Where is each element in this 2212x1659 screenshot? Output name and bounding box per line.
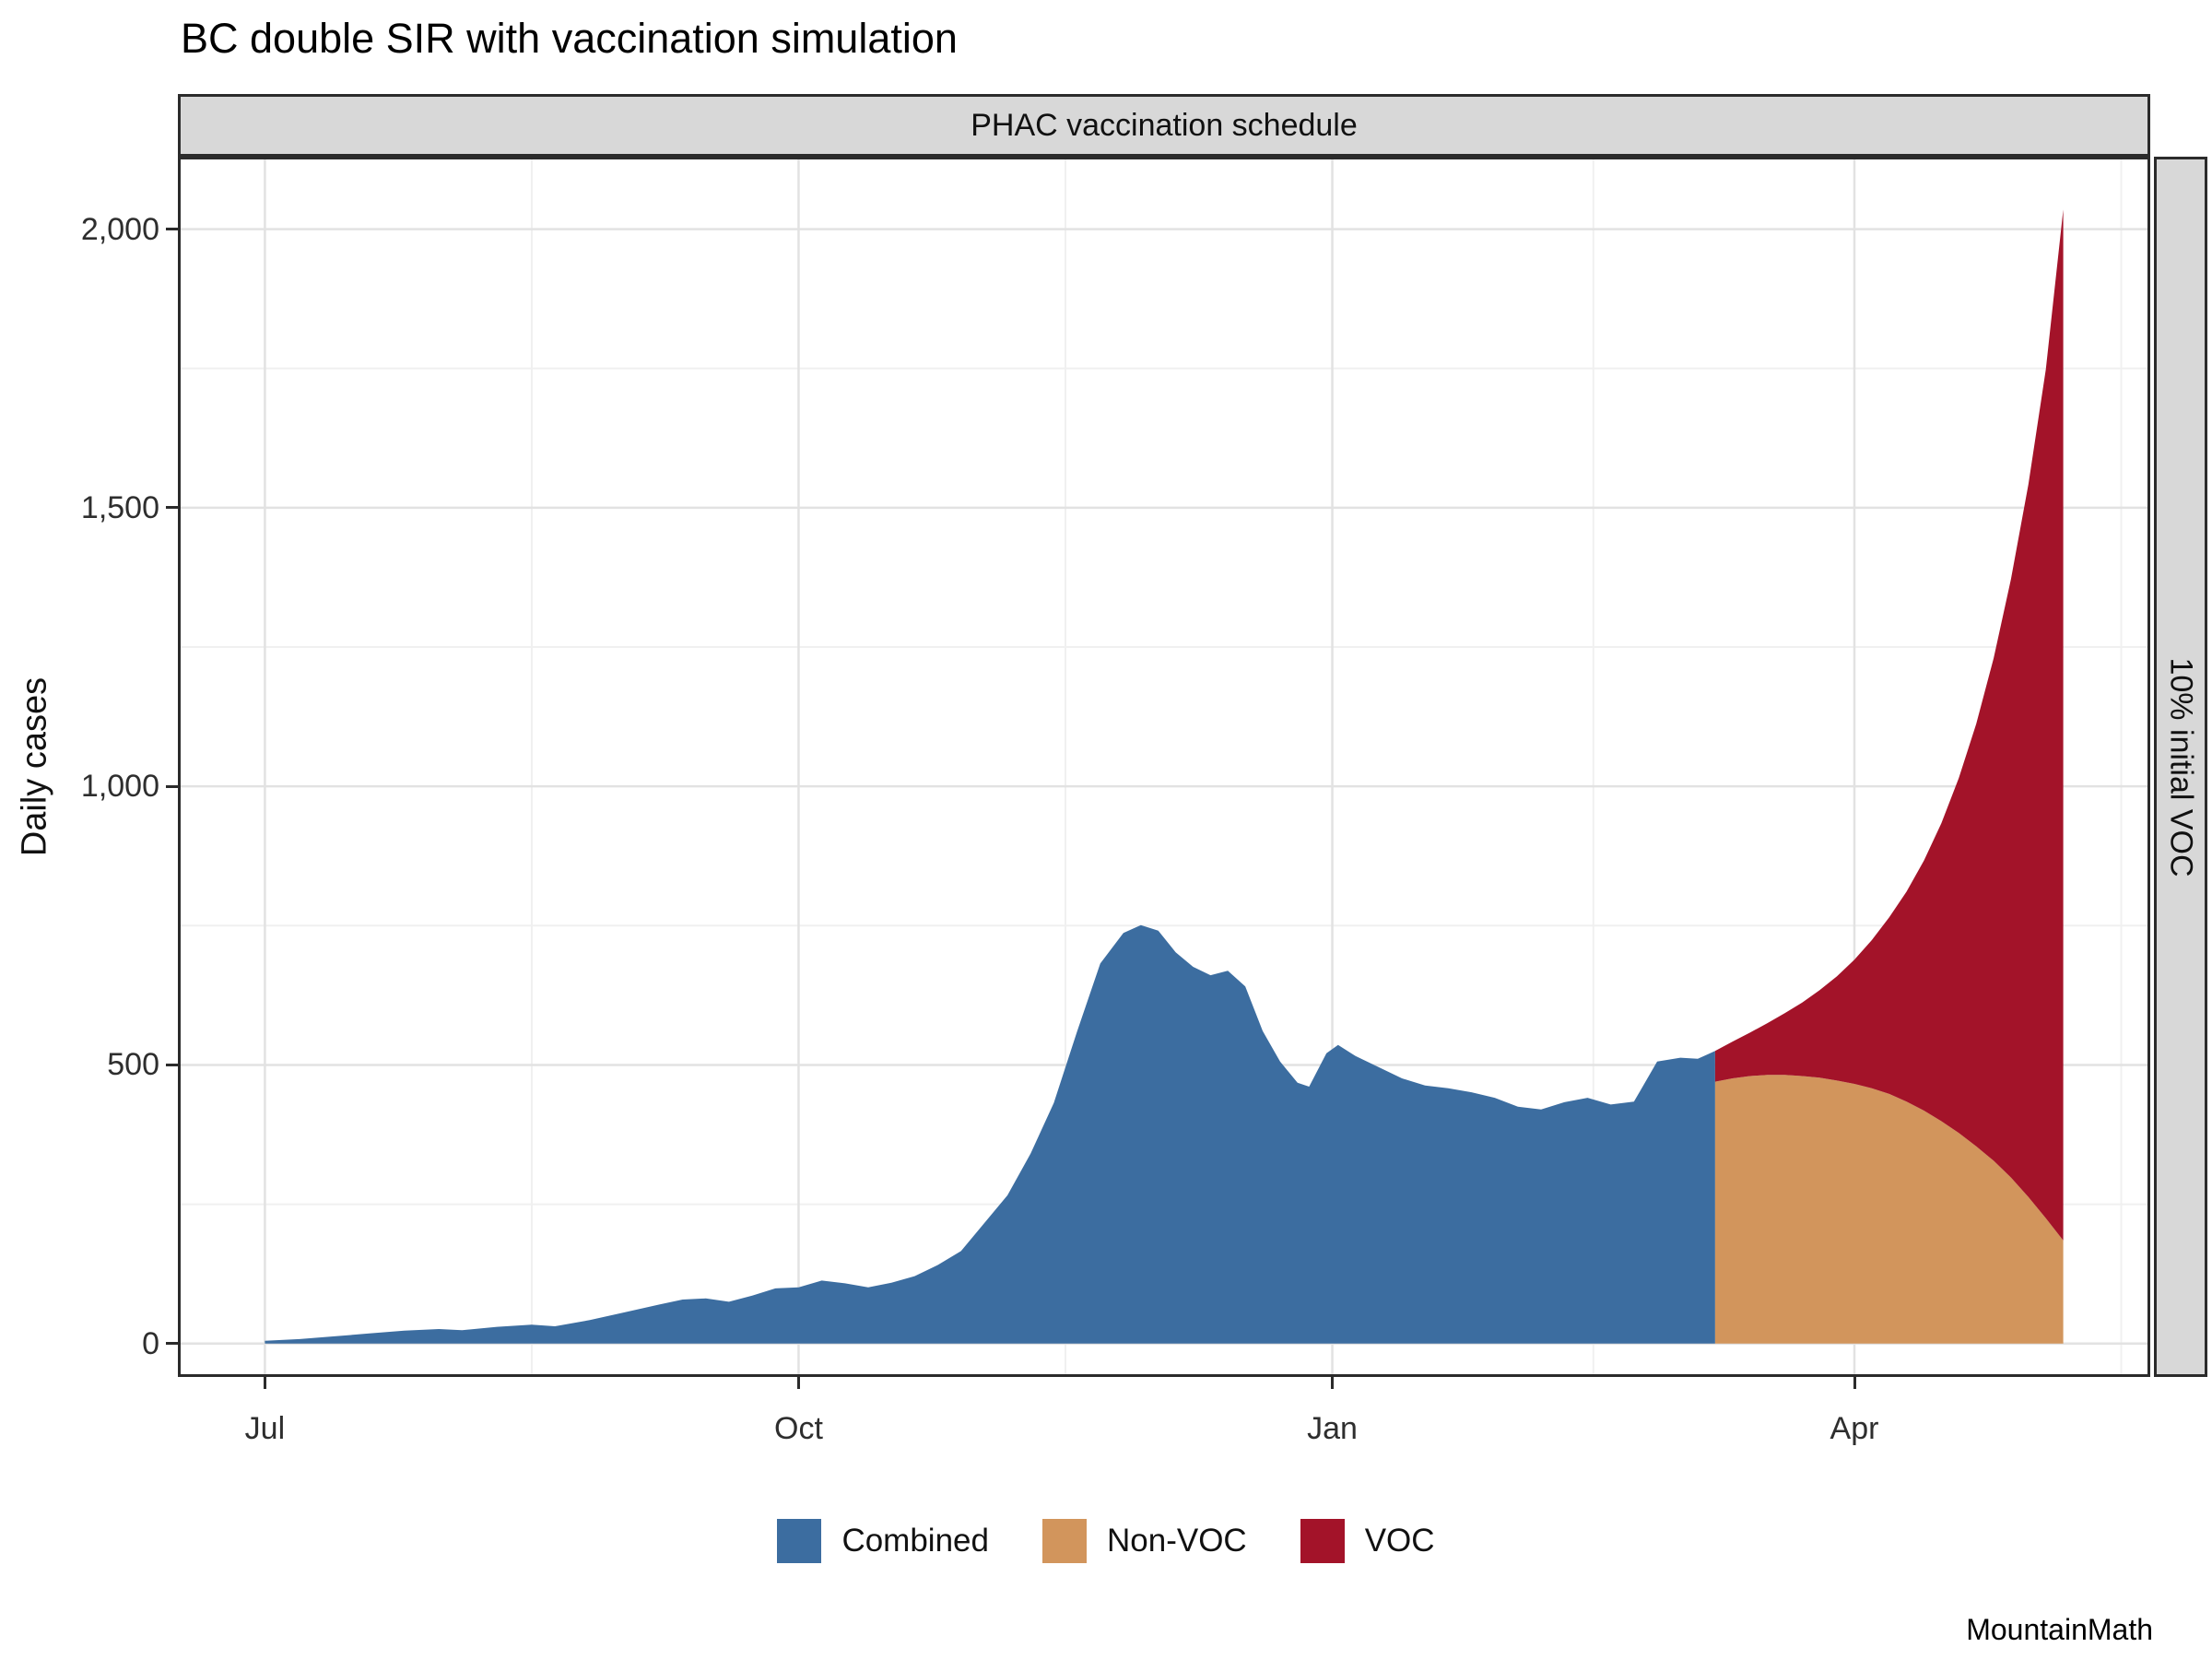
facet-strip-right-label: 10% initial VOC (2163, 656, 2199, 877)
legend-item-non-voc: Non-VOC (1041, 1519, 1247, 1563)
y-tick-label: 1,500 (80, 489, 159, 525)
legend-item-voc: VOC (1300, 1519, 1435, 1563)
chart-title: BC double SIR with vaccination simulatio… (181, 15, 958, 62)
facet-strip-top: PHAC vaccination schedule (178, 94, 2150, 157)
non-voc-area (1714, 1075, 2064, 1344)
x-tick-label: Oct (774, 1411, 823, 1446)
panel-border (178, 157, 2150, 1377)
y-tick-mark (166, 784, 178, 788)
legend-label: Combined (841, 1523, 989, 1559)
x-tick-label: Jul (244, 1411, 286, 1446)
y-tick-mark (166, 1063, 178, 1066)
y-tick-mark (166, 1342, 178, 1346)
combined-area (265, 924, 1715, 1344)
x-tick-label: Jan (1307, 1411, 1358, 1446)
x-tick-mark (1331, 1377, 1335, 1389)
y-tick-label: 500 (107, 1047, 159, 1083)
legend-label: VOC (1364, 1523, 1435, 1559)
y-tick-mark (166, 228, 178, 231)
plot-panel (178, 157, 2150, 1377)
y-tick-label: 0 (142, 1325, 159, 1361)
x-tick-mark (263, 1377, 266, 1389)
x-tick-mark (1853, 1377, 1856, 1389)
x-tick-mark (796, 1377, 800, 1389)
legend-swatch-non-voc (1041, 1519, 1087, 1563)
y-tick-mark (166, 506, 178, 510)
voc-area (1714, 209, 2064, 1241)
x-tick-label: Apr (1830, 1411, 1879, 1446)
y-tick-label: 2,000 (80, 211, 159, 247)
legend-label: Non-VOC (1106, 1523, 1247, 1559)
watermark: MountainMath (1966, 1613, 2153, 1646)
legend-item-combined: Combined (777, 1519, 989, 1563)
facet-strip-right: 10% initial VOC (2154, 157, 2207, 1377)
plot-canvas (178, 157, 2150, 1377)
legend-swatch-combined (777, 1519, 822, 1563)
y-tick-label: 1,000 (80, 769, 159, 805)
legend: Combined Non-VOC VOC (0, 1519, 2212, 1563)
facet-strip-top-label: PHAC vaccination schedule (971, 107, 1358, 143)
y-axis-title: Daily cases (15, 677, 54, 857)
legend-swatch-voc (1300, 1519, 1345, 1563)
